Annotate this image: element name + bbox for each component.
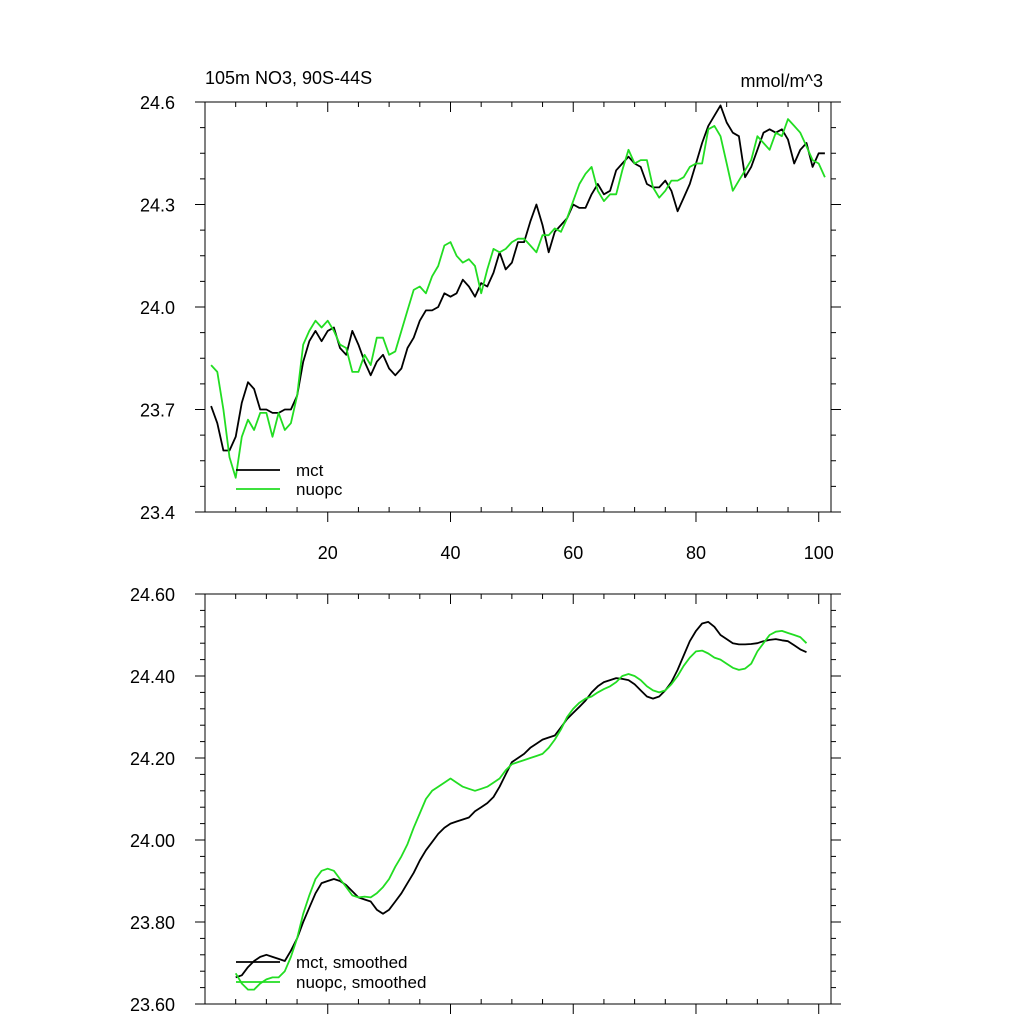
y-tick-label: 24.0 — [140, 298, 175, 318]
series-line-mct — [210, 104, 825, 452]
y-tick-label: 24.6 — [140, 93, 175, 113]
x-tick-label: 80 — [686, 543, 706, 563]
series-line-mct-smoothed — [235, 621, 807, 979]
top-panel: 20 40 60 80 100 23.4 23.7 24.0 24.3 24.6 105m NO3,… — [140, 68, 841, 563]
y-tick-label: 23.60 — [130, 995, 175, 1015]
legend-label: nuopc, smoothed — [296, 973, 426, 992]
y-tick-label: 23.4 — [140, 503, 175, 523]
series-line-nuopc-smoothed — [234, 630, 808, 991]
y-tick-label: 24.20 — [130, 749, 175, 769]
x-tick-label: 100 — [804, 543, 834, 563]
legend-label: mct, smoothed — [296, 953, 408, 972]
y-tick-label: 24.00 — [130, 831, 175, 851]
x-tick-label: 60 — [563, 543, 583, 563]
chart-title: 105m NO3, 90S-44S — [205, 68, 372, 88]
x-tick-label: 40 — [440, 543, 460, 563]
bottom-panel: 23.60 23.80 24.00 24.20 24.40 24.60 mct, smoot… — [130, 585, 841, 1015]
units-label: mmol/m^3 — [741, 71, 823, 91]
y-tick-label: 24.60 — [130, 585, 175, 605]
y-tick-label: 23.7 — [140, 401, 175, 421]
plot-frame — [204, 593, 832, 1005]
x-tick-label: 20 — [318, 543, 338, 563]
y-tick-label: 24.3 — [140, 196, 175, 216]
y-tick-label: 23.80 — [130, 913, 175, 933]
legend-label: mct — [296, 461, 324, 480]
legend-label: nuopc — [296, 480, 343, 499]
y-tick-label: 24.40 — [130, 667, 175, 687]
series-line-nuopc — [210, 118, 826, 479]
